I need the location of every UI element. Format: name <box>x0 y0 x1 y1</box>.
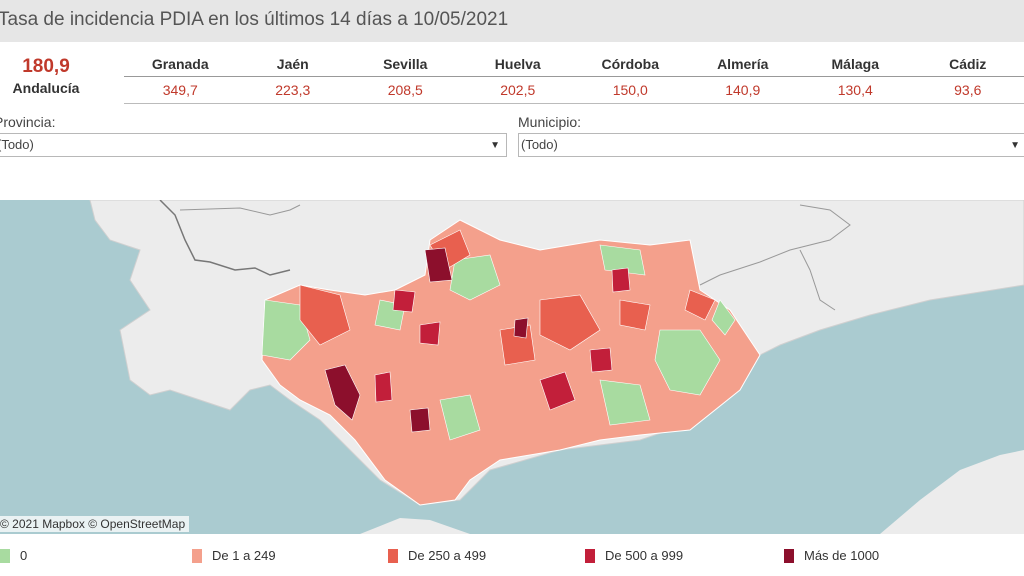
province-name-huelva: Huelva <box>494 55 541 72</box>
zone-zero <box>711 299 736 336</box>
andalucia-summary: 180,9 Andalucía <box>0 56 92 96</box>
zone-over-1000 <box>424 247 453 283</box>
municipio-filter-label: Municipio: <box>518 114 582 130</box>
zone-over-1000 <box>324 364 361 421</box>
province-value-sevilla: 208,5 <box>387 82 423 98</box>
legend-label: De 500 a 999 <box>605 548 684 563</box>
province-values-row: 349,7 223,3 208,5 202,5 150,0 140,9 130,… <box>124 77 1024 103</box>
zone-250-499 <box>539 294 601 351</box>
zone-500-999 <box>419 321 441 346</box>
province-value-cordoba: 150,0 <box>612 82 648 98</box>
region-border-se <box>799 249 836 311</box>
zone-250-499 <box>619 299 651 331</box>
legend-item-500-999: De 500 a 999 <box>585 548 683 563</box>
province-value-cadiz: 93,6 <box>954 82 982 98</box>
zone-500-999 <box>374 371 393 403</box>
provincia-select-value: (Todo) <box>0 137 34 152</box>
legend-swatch <box>388 548 398 563</box>
region-border <box>179 204 301 216</box>
province-value-huelva: 202,5 <box>500 82 536 98</box>
legend-swatch <box>0 548 10 563</box>
zone-zero <box>449 254 501 301</box>
zone-500-999 <box>392 289 416 313</box>
africa-land <box>360 518 470 534</box>
province-names-row: Granada Jaén Sevilla Huelva Córdoba Alme… <box>124 51 1024 77</box>
province-value-granada: 349,7 <box>162 82 198 98</box>
municipio-select-value: (Todo) <box>521 137 558 152</box>
provincia-filter-label: Provincia: <box>0 114 56 130</box>
page-title: Tasa de incidencia PDIA en los últimos 1… <box>0 9 509 30</box>
legend-label: De 1 a 249 <box>212 548 276 563</box>
zone-250-499 <box>299 284 351 346</box>
legend-item-250-499: De 250 a 499 <box>388 548 486 563</box>
zone-zero <box>654 329 721 396</box>
legend-label: 0 <box>20 548 28 563</box>
province-value-almeria: 140,9 <box>725 82 761 98</box>
legend-swatch <box>784 548 794 563</box>
province-value-jaen: 223,3 <box>275 82 311 98</box>
province-name-almeria: Almería <box>717 55 769 72</box>
country-border <box>159 200 291 276</box>
legend-swatch <box>192 548 202 563</box>
zone-over-1000 <box>409 407 431 433</box>
province-name-jaen: Jaén <box>276 55 309 72</box>
map-canvas <box>89 200 1024 534</box>
zone-zero <box>599 244 646 276</box>
legend-item-over-1000: Más de 1000 <box>784 548 879 563</box>
andalucia-label: Andalucía <box>12 80 80 96</box>
chevron-down-icon: ▼ <box>1010 140 1020 151</box>
province-name-cadiz: Cádiz <box>949 55 987 72</box>
legend-label: De 250 a 499 <box>408 548 487 563</box>
municipio-select[interactable]: (Todo) ▼ <box>518 133 1024 157</box>
title-bar: Tasa de incidencia PDIA en los últimos 1… <box>0 0 1024 42</box>
province-name-granada: Granada <box>151 55 209 72</box>
province-rates-table: Granada Jaén Sevilla Huelva Córdoba Alme… <box>124 51 1024 103</box>
incidence-map[interactable] <box>0 200 1024 534</box>
map-legend: 0 De 1 a 249 De 250 a 499 De 500 a 999 M… <box>0 548 1024 566</box>
legend-item-zero: 0 <box>0 548 27 563</box>
legend-swatch <box>585 548 595 563</box>
province-name-cordoba: Córdoba <box>601 55 660 72</box>
zone-500-999 <box>611 267 631 293</box>
zone-zero <box>439 394 481 441</box>
province-name-sevilla: Sevilla <box>383 55 428 72</box>
zone-500-999 <box>539 371 576 411</box>
legend-item-1-249: De 1 a 249 <box>192 548 276 563</box>
legend-label: Más de 1000 <box>804 548 880 563</box>
province-name-malaga: Málaga <box>831 55 879 72</box>
zone-over-1000 <box>513 317 529 339</box>
chevron-down-icon: ▼ <box>490 140 500 151</box>
province-value-malaga: 130,4 <box>837 82 873 98</box>
provincia-select[interactable]: (Todo) ▼ <box>0 133 507 157</box>
table-divider <box>124 103 1024 104</box>
region-border-east <box>699 204 851 286</box>
map-attribution[interactable]: © 2021 Mapbox © OpenStreetMap <box>0 516 190 532</box>
zone-250-499 <box>684 289 716 321</box>
zone-500-999 <box>589 347 613 373</box>
africa-land-east <box>880 450 1024 534</box>
zone-zero <box>599 379 651 426</box>
andalucia-rate: 180,9 <box>22 56 70 77</box>
zone-zero <box>261 299 311 361</box>
